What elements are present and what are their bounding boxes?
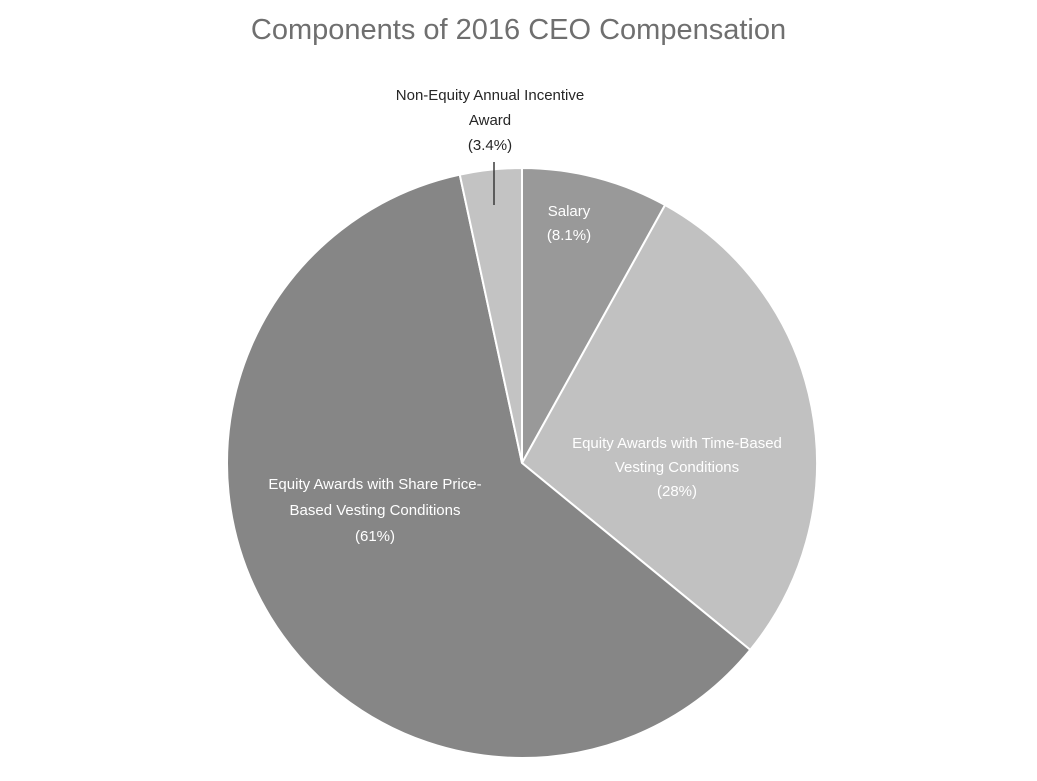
data-label-line: (8.1%): [547, 227, 591, 244]
pie-slice-non-equity-annual-incentive-award: [458, 166, 523, 464]
chart-title: Components of 2016 CEO Compensation: [250, 14, 787, 46]
data-label-non-equity-annual-incentive-award: Non-Equity Annual Incentive Award (3.4%): [396, 87, 584, 154]
data-label-line: Equity Awards with Time-Based: [572, 435, 782, 452]
data-label-line: Salary: [548, 203, 591, 220]
data-label-equity-awards-with-share-price-based-vesting-conditions: Equity Awards with Share Price- Based Ves…: [268, 476, 481, 545]
data-label-line: (3.4%): [468, 137, 512, 154]
pie-slice-salary: [521, 166, 667, 467]
data-label-equity-awards-with-time-based-vesting-conditions: Equity Awards with Time-Based Vesting Con…: [572, 435, 782, 500]
pie-slice-equity-awards-with-share-price-based-vesting-conditions: [226, 173, 752, 759]
data-label-line: Based Vesting Conditions: [290, 502, 461, 519]
data-label-line: Non-Equity Annual Incentive: [396, 87, 584, 104]
data-label-line: Equity Awards with Share Price-: [268, 476, 481, 493]
data-label-salary: Salary (8.1%): [547, 203, 591, 244]
data-label-line: (61%): [355, 528, 395, 545]
pie-slices: [226, 166, 818, 759]
data-label-line: Award: [469, 112, 511, 129]
pie-slice-equity-awards-with-time-based-vesting-conditions: [520, 203, 818, 652]
data-label-line: (28%): [657, 483, 697, 500]
data-label-line: Vesting Conditions: [615, 459, 739, 476]
